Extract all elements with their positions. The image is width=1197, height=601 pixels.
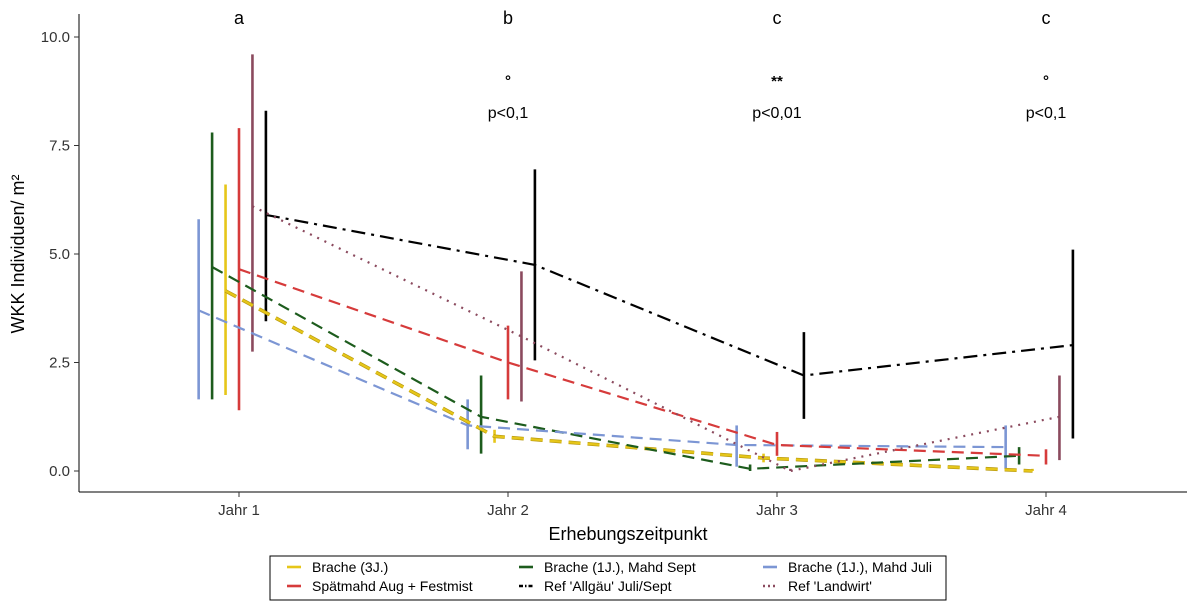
x-tick-label: Jahr 3 <box>756 502 798 519</box>
group-letter: b <box>503 8 513 28</box>
x-axis-title: Erhebungszeitpunkt <box>548 524 707 544</box>
series-line <box>265 213 1074 377</box>
series-lines <box>198 205 1074 473</box>
group-letter: c <box>1042 8 1051 28</box>
x-tick-label: Jahr 4 <box>1025 502 1067 519</box>
legend-label: Brache (3J.) <box>312 559 388 575</box>
series-line <box>238 268 1047 457</box>
y-tick-label: 10.0 <box>41 29 70 46</box>
group-letter: c <box>773 8 782 28</box>
axes: 0.0 2.5 5.0 7.5 10.0 Jahr 1 Jahr 2 Jahr 3 Jahr 4 <box>41 14 1187 519</box>
significance-symbol: ° <box>505 73 511 90</box>
legend-label: Spätmahd Aug + Festmist <box>312 578 473 594</box>
y-tick-label: 7.5 <box>49 138 70 155</box>
legend-label: Brache (1J.), Mahd Juli <box>788 559 932 575</box>
series-line <box>251 205 1060 473</box>
p-value-label: p<0,1 <box>1026 105 1067 122</box>
x-tick-label: Jahr 1 <box>218 502 260 519</box>
significance-symbol: ° <box>1043 73 1049 90</box>
legend-box <box>269 555 947 601</box>
y-tick-label: 2.5 <box>49 355 70 372</box>
p-value-label: p<0,01 <box>752 105 801 122</box>
series-line <box>211 266 1020 470</box>
legend: Brache (3J.) Brache (1J.), Mahd Sept Brach… <box>269 555 947 601</box>
group-letter: a <box>234 8 245 28</box>
series-line <box>198 309 1006 449</box>
y-tick-label: 0.0 <box>49 463 70 480</box>
legend-label: Ref 'Landwirt' <box>788 578 872 594</box>
series-line <box>225 289 1033 473</box>
legend-label: Brache (1J.), Mahd Sept <box>544 559 696 575</box>
significance-annotations: a b ° p<0,1 c ** p<0,01 c ° p<0,1 <box>234 8 1066 122</box>
y-tick-label: 5.0 <box>49 246 70 263</box>
legend-label: Ref 'Allgäu' Juli/Sept <box>544 578 672 594</box>
significance-symbol: ** <box>771 73 783 90</box>
y-axis-title: WKK Individuen/ m² <box>8 174 28 333</box>
series-line-outline <box>224 289 1033 473</box>
p-value-label: p<0,1 <box>488 105 529 122</box>
error-bars <box>197 54 1075 471</box>
x-tick-label: Jahr 2 <box>487 502 529 519</box>
